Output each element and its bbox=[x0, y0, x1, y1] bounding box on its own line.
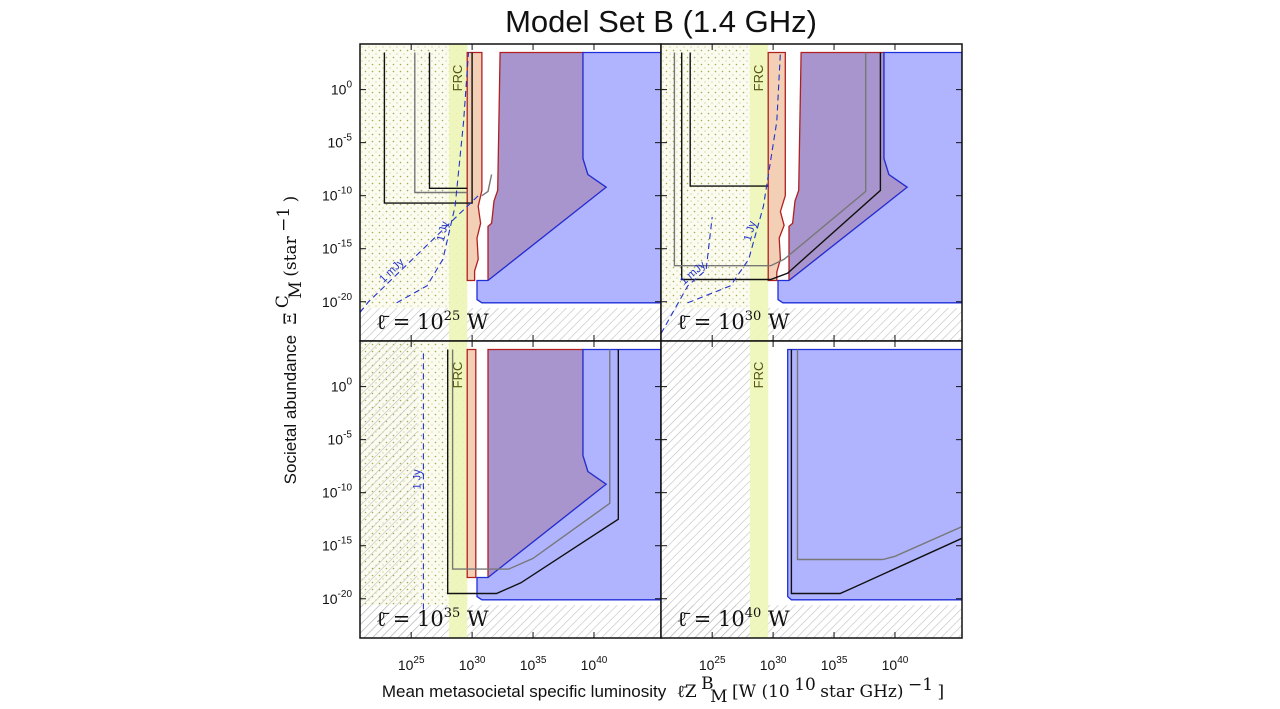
line-gray-limit-2 bbox=[481, 174, 493, 197]
panel-3: 1 Jy FRC ℓ̄ = 1035 W bbox=[360, 341, 661, 638]
region-excluded-blue bbox=[476, 51, 661, 304]
frc-label: FRC bbox=[450, 65, 465, 92]
x-tick-label: 1025 bbox=[699, 655, 726, 673]
hatched-left-region bbox=[661, 341, 750, 638]
frc-band bbox=[448, 341, 468, 638]
x-axis-ticks: 1025 1030 1035 1040 1025 1030 1035 1040 bbox=[398, 655, 909, 673]
y-tick-label: 100 bbox=[331, 80, 353, 98]
line-black-limit bbox=[790, 349, 962, 595]
frc-label: FRC bbox=[450, 362, 465, 389]
x-axis-label-unit2: star GHz) bbox=[820, 682, 903, 702]
x-tick-label: 1040 bbox=[882, 655, 909, 673]
jy-curve bbox=[661, 216, 713, 334]
x-axis-label-text: Mean metasocietal specific luminosity bbox=[382, 682, 667, 701]
x-tick-label: 1035 bbox=[520, 655, 547, 673]
hatched-left-region bbox=[360, 341, 418, 638]
line-black-limit bbox=[681, 52, 882, 281]
dotted-region bbox=[661, 44, 750, 309]
panel-label: ℓ̄ = 1025 W bbox=[376, 309, 489, 334]
region-excluded-orange bbox=[767, 51, 786, 282]
hatched-bottom-region bbox=[360, 308, 661, 341]
jy-label: 1 Jy bbox=[411, 469, 423, 490]
x-axis-label-sub: M bbox=[710, 687, 727, 707]
jy-curve bbox=[396, 52, 470, 304]
frc-label: FRC bbox=[751, 65, 766, 92]
line-gray-limit bbox=[414, 52, 468, 194]
y-tick-label: 10-5 bbox=[328, 430, 353, 448]
y-axis-label-close: ) bbox=[281, 196, 301, 203]
y-tick-label: 10-15 bbox=[322, 239, 352, 257]
y-axis-label-symbol: Ξ bbox=[281, 313, 301, 325]
y-tick-label: 10-5 bbox=[328, 133, 353, 151]
y-tick-label: 10-10 bbox=[322, 483, 352, 501]
x-axis-label: Mean metasocietal specific luminosity ℓ̄… bbox=[382, 674, 944, 707]
frc-band bbox=[749, 341, 769, 638]
line-gray-limit bbox=[796, 349, 962, 561]
panel-frame bbox=[660, 340, 963, 639]
x-tick-label: 1035 bbox=[821, 655, 848, 673]
y-axis-label: Societal abundance Ξ C M (star −1 ) bbox=[273, 196, 306, 485]
region-excluded-orange bbox=[466, 348, 477, 579]
jy-curve bbox=[687, 52, 781, 304]
hatched-bottom-region bbox=[661, 605, 962, 638]
panel-label: ℓ̄ = 1030 W bbox=[677, 309, 790, 334]
region-excluded-blue bbox=[777, 51, 962, 304]
y-axis-ticks: 100 10-5 10-10 10-15 10-20 100 10-5 10-10 10-15 1… bbox=[322, 80, 352, 607]
line-black-limit bbox=[447, 349, 619, 595]
y-tick-label: 10-10 bbox=[322, 186, 352, 204]
x-axis-label-exp2: −1 bbox=[908, 675, 933, 695]
line-gray-limit bbox=[673, 52, 867, 267]
line-black-limit-2 bbox=[689, 52, 769, 187]
y-tick-label: 100 bbox=[331, 377, 353, 395]
x-tick-label: 1025 bbox=[398, 655, 425, 673]
line-gray-limit bbox=[451, 349, 611, 570]
frc-band bbox=[749, 44, 769, 341]
y-axis-label-sub: M bbox=[286, 281, 306, 298]
hatched-bottom-region bbox=[360, 605, 661, 638]
y-tick-label: 10-20 bbox=[322, 589, 352, 607]
y-axis-label-exp: −1 bbox=[274, 207, 294, 232]
y-tick-label: 10-15 bbox=[322, 536, 352, 554]
x-axis-label-unit: [W (10 bbox=[732, 682, 790, 702]
region-excluded-orange bbox=[466, 51, 483, 282]
region-excluded-blue bbox=[787, 348, 962, 601]
x-axis-label-symbol: ℓ̄Z bbox=[677, 682, 697, 702]
jy-curve bbox=[360, 195, 479, 313]
x-axis-label-sup: B bbox=[701, 674, 714, 694]
y-axis-label-unit: (star bbox=[281, 235, 301, 276]
x-tick-label: 1040 bbox=[581, 655, 608, 673]
line-black-limit bbox=[383, 52, 473, 204]
x-tick-label: 1030 bbox=[760, 655, 787, 673]
x-tick-label: 1030 bbox=[459, 655, 486, 673]
frc-label: FRC bbox=[751, 362, 766, 389]
jy-label: 1 Jy bbox=[435, 220, 451, 243]
y-tick-label: 10-20 bbox=[322, 292, 352, 310]
chart-title: Model Set B (1.4 GHz) bbox=[505, 4, 817, 39]
hatched-bottom-region bbox=[661, 308, 962, 341]
panel-4: FRC ℓ̄ = 1040 W bbox=[661, 341, 962, 638]
x-axis-label-exp: 10 bbox=[794, 675, 816, 695]
y-axis-label-text: Societal abundance bbox=[281, 335, 300, 484]
panel-label: ℓ̄ = 1035 W bbox=[376, 606, 489, 631]
jy-label: 1 Jy bbox=[742, 219, 759, 242]
panel-label: ℓ̄ = 1040 W bbox=[677, 606, 790, 631]
y-axis-label-sup: C bbox=[273, 295, 293, 308]
x-axis-label-close: ] bbox=[937, 682, 944, 702]
line-black-limit-2 bbox=[428, 52, 468, 190]
region-excluded-blue bbox=[476, 348, 661, 601]
